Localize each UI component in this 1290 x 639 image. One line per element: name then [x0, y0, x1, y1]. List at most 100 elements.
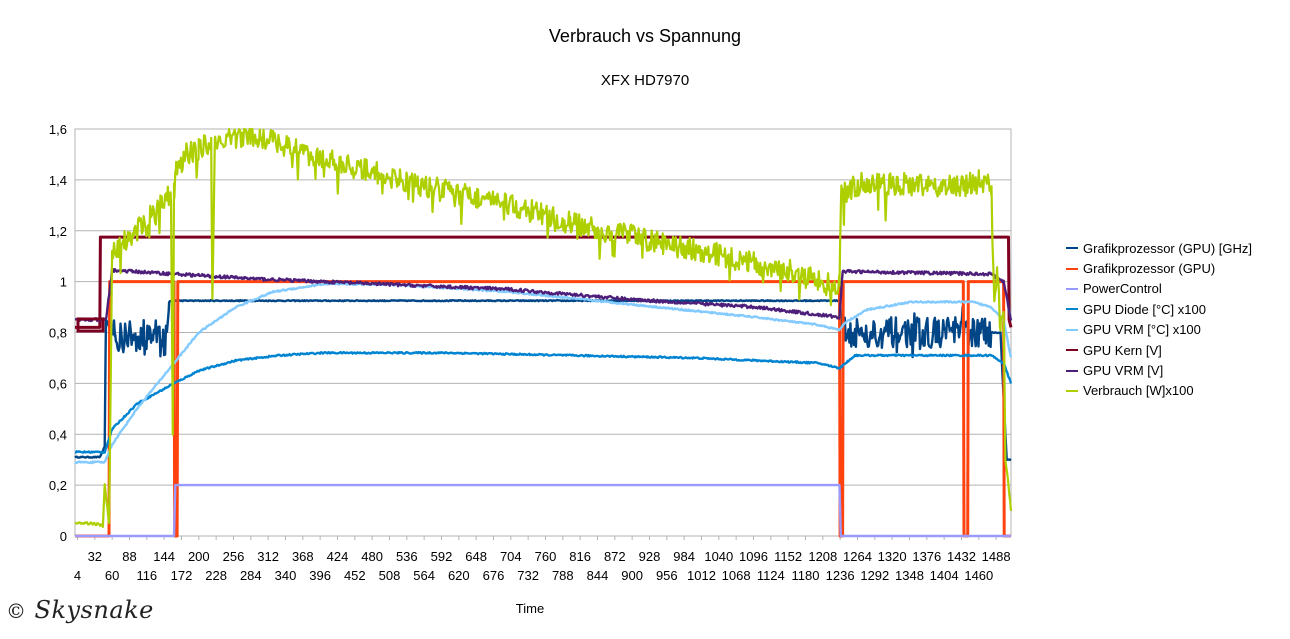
legend-swatch: [1066, 369, 1078, 372]
legend-item: GPU VRM [V]: [1066, 360, 1252, 380]
x-tick-label: 1124: [757, 568, 785, 583]
series-line-gpu-vrm-v: [74, 267, 1013, 323]
x-tick-label: 228: [205, 568, 227, 583]
series-marker-gpu-kern: [76, 317, 105, 333]
legend-label: GPU VRM [°C] x100: [1083, 322, 1201, 338]
x-tick-label: 368: [292, 549, 314, 564]
x-tick-label: 928: [639, 549, 661, 564]
y-tick-label: 1,6: [49, 122, 67, 137]
x-tick-label: 1152: [774, 549, 802, 564]
x-tick-label: 844: [587, 568, 609, 583]
x-tick-label: 1320: [878, 549, 907, 564]
legend-label: GPU VRM [V]: [1083, 363, 1164, 379]
watermark-text: Skysnake: [34, 596, 154, 624]
copyright-icon: ©: [6, 599, 27, 623]
x-tick-label: 284: [240, 568, 262, 583]
series-line-powercontrol: [75, 483, 1011, 538]
x-tick-label: 676: [483, 568, 505, 583]
legend-item: Verbrauch [W]x100: [1066, 381, 1252, 401]
x-tick-label: 1180: [791, 568, 819, 583]
x-tick-label: 592: [431, 549, 453, 564]
x-tick-label: 4: [74, 568, 81, 583]
chart-legend: Grafikprozessor (GPU) [GHz] Grafikprozess…: [1066, 238, 1252, 401]
legend-swatch: [1066, 247, 1078, 250]
x-tick-label: 1068: [722, 568, 751, 583]
x-tick-label: 1432: [947, 549, 976, 564]
x-tick-label: 88: [122, 549, 136, 564]
y-tick-label: 1,4: [49, 173, 67, 188]
x-tick-label: 788: [552, 568, 574, 583]
legend-item: GPU Diode [°C] x100: [1066, 299, 1252, 319]
x-axis-label: Time: [515, 601, 545, 616]
x-tick-label: 424: [327, 549, 349, 564]
legend-item: GPU Kern [V]: [1066, 340, 1252, 360]
legend-swatch: [1066, 349, 1078, 352]
legend-label: PowerControl: [1083, 281, 1162, 297]
y-tick-label: 0,4: [49, 427, 67, 442]
x-tick-label: 564: [413, 568, 435, 583]
legend-label: Grafikprozessor (GPU): [1083, 261, 1216, 277]
x-tick-label: 1488: [982, 549, 1011, 564]
x-tick-label: 648: [465, 549, 487, 564]
y-tick-label: 0,6: [49, 376, 67, 391]
legend-label: Grafikprozessor (GPU) [GHz]: [1083, 240, 1253, 256]
x-tick-label: 956: [656, 568, 678, 583]
x-tick-label: 732: [517, 568, 539, 583]
legend-swatch: [1066, 287, 1078, 290]
x-tick-label: 480: [361, 549, 383, 564]
chart-title: Verbrauch vs Spannung: [548, 26, 742, 46]
x-tick-label: 144: [153, 549, 175, 564]
y-tick-label: 1: [60, 275, 67, 290]
x-tick-label: 1040: [704, 549, 733, 564]
x-tick-label: 452: [344, 568, 366, 583]
y-tick-label: 0: [60, 529, 67, 544]
x-tick-label: 900: [621, 568, 643, 583]
x-tick-label: 816: [569, 549, 591, 564]
x-tick-label: 1292: [860, 568, 889, 583]
legend-swatch: [1066, 308, 1078, 311]
x-tick-label: 1236: [826, 568, 855, 583]
x-tick-label: 60: [105, 568, 119, 583]
x-tick-label: 1096: [739, 549, 768, 564]
legend-swatch: [1066, 389, 1078, 392]
x-tick-label: 1208: [808, 549, 837, 564]
legend-item: Grafikprozessor (GPU) [GHz]: [1066, 238, 1252, 258]
x-tick-label: 312: [257, 549, 279, 564]
x-tick-label: 1460: [964, 568, 993, 583]
x-tick-label: 1012: [687, 568, 716, 583]
legend-label: GPU Kern [V]: [1083, 342, 1162, 358]
y-tick-label: 1,2: [49, 224, 67, 239]
chart-subtitle: XFX HD7970: [600, 72, 690, 89]
x-tick-label: 1404: [930, 568, 959, 583]
series-line-grafikprozessor-gpu-ghz: [74, 299, 1012, 462]
legend-item: Grafikprozessor (GPU): [1066, 258, 1252, 278]
y-tick-label: 0,8: [49, 326, 67, 341]
x-tick-label: 1376: [912, 549, 941, 564]
series-line-gpu-diode-c-x100: [74, 350, 1013, 454]
x-tick-label: 984: [673, 549, 695, 564]
x-tick-label: 32: [88, 549, 102, 564]
x-tick-label: 704: [500, 549, 522, 564]
x-tick-label: 1348: [895, 568, 924, 583]
x-tick-label: 172: [171, 568, 193, 583]
legend-swatch: [1066, 267, 1078, 270]
x-tick-label: 116: [136, 568, 157, 583]
x-tick-label: 396: [309, 568, 331, 583]
x-tick-label: 256: [223, 549, 245, 564]
x-tick-label: 620: [448, 568, 470, 583]
y-tick-label: 0,2: [49, 478, 67, 493]
legend-label: GPU Diode [°C] x100: [1083, 301, 1206, 317]
watermark: © Skysnake: [6, 596, 154, 624]
series-line-gpu-vrm-c-x100: [74, 282, 1013, 465]
x-tick-label: 872: [604, 549, 626, 564]
x-tick-label: 536: [396, 549, 418, 564]
x-tick-label: 340: [275, 568, 297, 583]
legend-swatch: [1066, 328, 1078, 331]
x-tick-label: 508: [379, 568, 401, 583]
x-tick-label: 200: [188, 549, 210, 564]
series-line-verbrauch-w-x100: [74, 127, 1013, 528]
legend-label: Verbrauch [W]x100: [1083, 383, 1194, 399]
legend-item: PowerControl: [1066, 279, 1252, 299]
legend-item: GPU VRM [°C] x100: [1066, 320, 1252, 340]
